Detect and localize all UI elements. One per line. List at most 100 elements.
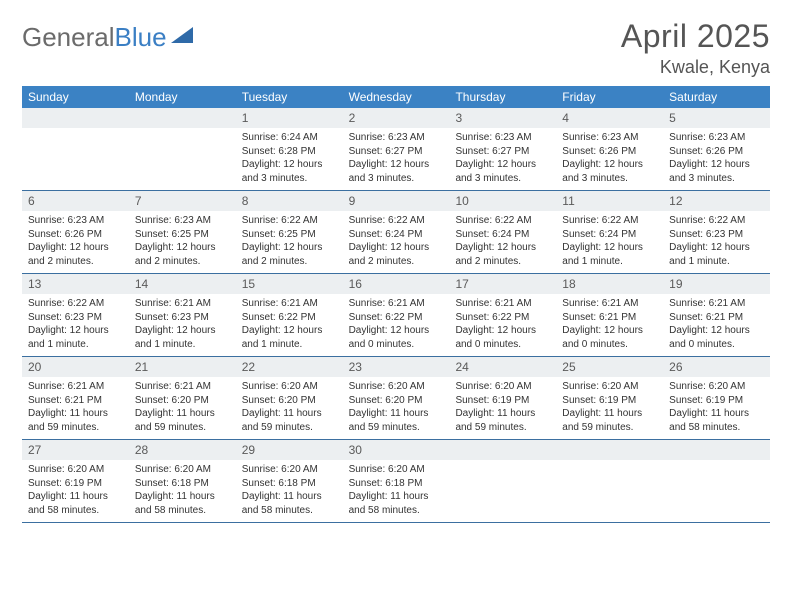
logo-triangle-icon: [169, 25, 195, 50]
day-cell: 3Sunrise: 6:23 AMSunset: 6:27 PMDaylight…: [449, 108, 556, 190]
day-number: 23: [343, 357, 450, 377]
day-number: 25: [556, 357, 663, 377]
day-cell: 9Sunrise: 6:22 AMSunset: 6:24 PMDaylight…: [343, 191, 450, 273]
day-cell: 7Sunrise: 6:23 AMSunset: 6:25 PMDaylight…: [129, 191, 236, 273]
sunset-line: Sunset: 6:21 PM: [669, 311, 764, 325]
day-cell: 1Sunrise: 6:24 AMSunset: 6:28 PMDaylight…: [236, 108, 343, 190]
day-body: Sunrise: 6:23 AMSunset: 6:26 PMDaylight:…: [663, 128, 770, 189]
sunrise-line: Sunrise: 6:20 AM: [242, 463, 337, 477]
day-number: [663, 440, 770, 460]
sunrise-line: Sunrise: 6:23 AM: [349, 131, 444, 145]
day-number: 24: [449, 357, 556, 377]
day-body: Sunrise: 6:20 AMSunset: 6:20 PMDaylight:…: [343, 377, 450, 438]
daylight-line: Daylight: 12 hours and 3 minutes.: [455, 158, 550, 185]
day-number: 26: [663, 357, 770, 377]
sunset-line: Sunset: 6:26 PM: [28, 228, 123, 242]
daylight-line: Daylight: 12 hours and 2 minutes.: [28, 241, 123, 268]
sunrise-line: Sunrise: 6:21 AM: [669, 297, 764, 311]
day-cell: 14Sunrise: 6:21 AMSunset: 6:23 PMDayligh…: [129, 274, 236, 356]
day-number: 20: [22, 357, 129, 377]
day-body: Sunrise: 6:20 AMSunset: 6:19 PMDaylight:…: [22, 460, 129, 521]
day-body: Sunrise: 6:20 AMSunset: 6:19 PMDaylight:…: [449, 377, 556, 438]
sunrise-line: Sunrise: 6:21 AM: [135, 297, 230, 311]
daylight-line: Daylight: 11 hours and 58 minutes.: [669, 407, 764, 434]
sunrise-line: Sunrise: 6:20 AM: [28, 463, 123, 477]
sunrise-line: Sunrise: 6:21 AM: [455, 297, 550, 311]
day-number: 10: [449, 191, 556, 211]
weekday-header: Sunday: [22, 86, 129, 108]
sunset-line: Sunset: 6:22 PM: [349, 311, 444, 325]
day-cell: 2Sunrise: 6:23 AMSunset: 6:27 PMDaylight…: [343, 108, 450, 190]
sunrise-line: Sunrise: 6:23 AM: [669, 131, 764, 145]
daylight-line: Daylight: 11 hours and 59 minutes.: [135, 407, 230, 434]
day-number: 17: [449, 274, 556, 294]
sunrise-line: Sunrise: 6:23 AM: [455, 131, 550, 145]
day-number: 3: [449, 108, 556, 128]
day-number: 11: [556, 191, 663, 211]
sunrise-line: Sunrise: 6:20 AM: [669, 380, 764, 394]
day-body: Sunrise: 6:21 AMSunset: 6:22 PMDaylight:…: [449, 294, 556, 355]
sunset-line: Sunset: 6:18 PM: [349, 477, 444, 491]
day-body: Sunrise: 6:20 AMSunset: 6:19 PMDaylight:…: [556, 377, 663, 438]
day-cell: [449, 440, 556, 522]
daylight-line: Daylight: 11 hours and 58 minutes.: [242, 490, 337, 517]
day-cell: 6Sunrise: 6:23 AMSunset: 6:26 PMDaylight…: [22, 191, 129, 273]
sunset-line: Sunset: 6:21 PM: [28, 394, 123, 408]
daylight-line: Daylight: 12 hours and 3 minutes.: [242, 158, 337, 185]
daylight-line: Daylight: 12 hours and 3 minutes.: [349, 158, 444, 185]
daylight-line: Daylight: 12 hours and 0 minutes.: [669, 324, 764, 351]
sunset-line: Sunset: 6:21 PM: [562, 311, 657, 325]
day-cell: 30Sunrise: 6:20 AMSunset: 6:18 PMDayligh…: [343, 440, 450, 522]
day-cell: 17Sunrise: 6:21 AMSunset: 6:22 PMDayligh…: [449, 274, 556, 356]
sunset-line: Sunset: 6:20 PM: [135, 394, 230, 408]
daylight-line: Daylight: 12 hours and 0 minutes.: [349, 324, 444, 351]
logo-text: GeneralBlue: [22, 22, 167, 53]
day-body: Sunrise: 6:21 AMSunset: 6:22 PMDaylight:…: [343, 294, 450, 355]
day-body: Sunrise: 6:22 AMSunset: 6:23 PMDaylight:…: [663, 211, 770, 272]
day-number: 13: [22, 274, 129, 294]
day-body: Sunrise: 6:23 AMSunset: 6:27 PMDaylight:…: [343, 128, 450, 189]
day-number: 2: [343, 108, 450, 128]
day-body: Sunrise: 6:20 AMSunset: 6:20 PMDaylight:…: [236, 377, 343, 438]
sunset-line: Sunset: 6:20 PM: [242, 394, 337, 408]
month-title: April 2025: [621, 18, 770, 55]
daylight-line: Daylight: 11 hours and 59 minutes.: [455, 407, 550, 434]
sunrise-line: Sunrise: 6:21 AM: [562, 297, 657, 311]
day-body: Sunrise: 6:20 AMSunset: 6:18 PMDaylight:…: [129, 460, 236, 521]
daylight-line: Daylight: 12 hours and 1 minute.: [669, 241, 764, 268]
day-number: 29: [236, 440, 343, 460]
day-body: Sunrise: 6:21 AMSunset: 6:20 PMDaylight:…: [129, 377, 236, 438]
sunset-line: Sunset: 6:27 PM: [349, 145, 444, 159]
sunrise-line: Sunrise: 6:20 AM: [349, 463, 444, 477]
weekday-header: Wednesday: [343, 86, 450, 108]
day-cell: 10Sunrise: 6:22 AMSunset: 6:24 PMDayligh…: [449, 191, 556, 273]
sunrise-line: Sunrise: 6:20 AM: [135, 463, 230, 477]
sunrise-line: Sunrise: 6:22 AM: [562, 214, 657, 228]
day-cell: 19Sunrise: 6:21 AMSunset: 6:21 PMDayligh…: [663, 274, 770, 356]
sunset-line: Sunset: 6:26 PM: [669, 145, 764, 159]
day-body: Sunrise: 6:20 AMSunset: 6:19 PMDaylight:…: [663, 377, 770, 438]
day-cell: 15Sunrise: 6:21 AMSunset: 6:22 PMDayligh…: [236, 274, 343, 356]
weekday-header: Friday: [556, 86, 663, 108]
sunset-line: Sunset: 6:28 PM: [242, 145, 337, 159]
sunset-line: Sunset: 6:20 PM: [349, 394, 444, 408]
day-number: [449, 440, 556, 460]
day-cell: [556, 440, 663, 522]
day-number: 15: [236, 274, 343, 294]
logo-text-part1: General: [22, 22, 115, 52]
sunrise-line: Sunrise: 6:22 AM: [349, 214, 444, 228]
sunrise-line: Sunrise: 6:22 AM: [455, 214, 550, 228]
day-cell: 29Sunrise: 6:20 AMSunset: 6:18 PMDayligh…: [236, 440, 343, 522]
day-cell: 8Sunrise: 6:22 AMSunset: 6:25 PMDaylight…: [236, 191, 343, 273]
daylight-line: Daylight: 12 hours and 2 minutes.: [349, 241, 444, 268]
day-body: Sunrise: 6:21 AMSunset: 6:21 PMDaylight:…: [556, 294, 663, 355]
day-number: 30: [343, 440, 450, 460]
day-body: Sunrise: 6:22 AMSunset: 6:24 PMDaylight:…: [449, 211, 556, 272]
sunrise-line: Sunrise: 6:23 AM: [562, 131, 657, 145]
sunset-line: Sunset: 6:18 PM: [135, 477, 230, 491]
day-cell: 5Sunrise: 6:23 AMSunset: 6:26 PMDaylight…: [663, 108, 770, 190]
day-number: 27: [22, 440, 129, 460]
day-cell: 24Sunrise: 6:20 AMSunset: 6:19 PMDayligh…: [449, 357, 556, 439]
day-number: 5: [663, 108, 770, 128]
day-cell: 18Sunrise: 6:21 AMSunset: 6:21 PMDayligh…: [556, 274, 663, 356]
